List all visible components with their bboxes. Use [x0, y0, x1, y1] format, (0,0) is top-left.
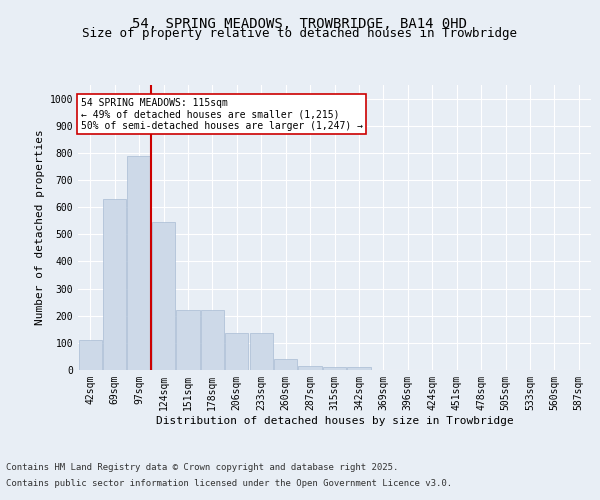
Bar — [103, 199, 126, 370]
Bar — [274, 359, 297, 370]
Text: 54, SPRING MEADOWS, TROWBRIDGE, BA14 0HD: 54, SPRING MEADOWS, TROWBRIDGE, BA14 0HD — [133, 18, 467, 32]
Bar — [250, 334, 273, 370]
Text: 54 SPRING MEADOWS: 115sqm
← 49% of detached houses are smaller (1,215)
50% of se: 54 SPRING MEADOWS: 115sqm ← 49% of detac… — [80, 98, 362, 131]
Bar — [323, 368, 346, 370]
Bar — [176, 310, 200, 370]
Bar — [225, 334, 248, 370]
Text: Size of property relative to detached houses in Trowbridge: Size of property relative to detached ho… — [83, 28, 517, 40]
Y-axis label: Number of detached properties: Number of detached properties — [35, 130, 46, 326]
Bar — [298, 366, 322, 370]
Text: Contains HM Land Registry data © Crown copyright and database right 2025.: Contains HM Land Registry data © Crown c… — [6, 464, 398, 472]
Bar — [152, 222, 175, 370]
Bar — [201, 310, 224, 370]
Bar — [347, 368, 371, 370]
Text: Contains public sector information licensed under the Open Government Licence v3: Contains public sector information licen… — [6, 478, 452, 488]
X-axis label: Distribution of detached houses by size in Trowbridge: Distribution of detached houses by size … — [155, 416, 514, 426]
Bar — [79, 340, 102, 370]
Bar — [127, 156, 151, 370]
